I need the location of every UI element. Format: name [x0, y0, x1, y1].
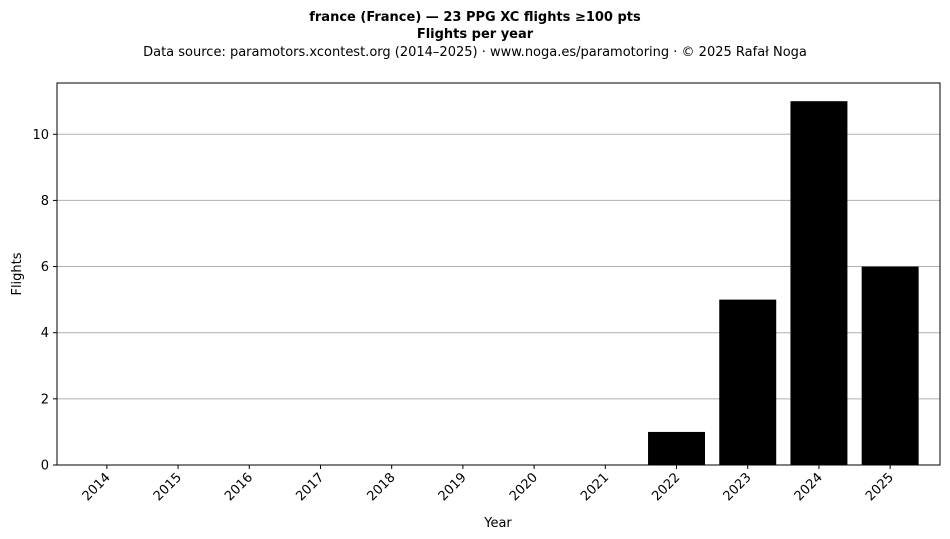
bars [648, 101, 919, 465]
x-tick-label-2024: 2024 [792, 470, 826, 504]
x-tick-label-2015: 2015 [151, 470, 185, 504]
x-tick-label-2022: 2022 [649, 470, 683, 504]
y-tick-label-0: 0 [41, 459, 49, 474]
bar-2023 [719, 299, 777, 465]
x-tick-label-2020: 2020 [507, 470, 541, 504]
x-tick-label-2023: 2023 [721, 470, 755, 504]
y-axis-label: Flights [10, 252, 25, 295]
y-tick-label-8: 8 [41, 194, 49, 209]
x-tick-label-2016: 2016 [222, 470, 256, 504]
chart-title: france (France) — 23 PPG XC flights ≥100… [309, 10, 641, 25]
y-tick-label-10: 10 [32, 128, 49, 143]
y-tick-label-6: 6 [41, 260, 49, 275]
plot-frame [56, 82, 941, 466]
bar-2025 [861, 266, 919, 465]
chart-subtitle: Data source: paramotors.xcontest.org (20… [143, 45, 807, 60]
y-tick-label-4: 4 [41, 326, 49, 341]
x-tick-label-2017: 2017 [293, 470, 327, 504]
x-tick-label-2018: 2018 [365, 470, 399, 504]
bar-2024 [790, 101, 848, 465]
x-tick-label-2021: 2021 [578, 470, 612, 504]
y-axis-ticks: 0 2 4 6 8 10 [32, 128, 57, 474]
x-axis-label: Year [483, 516, 512, 531]
chart-title-line2: Flights per year [417, 27, 534, 42]
x-tick-label-2025: 2025 [863, 470, 897, 504]
x-tick-label-2019: 2019 [436, 470, 470, 504]
bar-2022 [648, 431, 706, 465]
x-axis-ticks: 2014 2015 2016 2017 2018 2019 2020 2021 2022 2023… [80, 465, 897, 504]
y-tick-label-2: 2 [41, 392, 49, 407]
x-tick-label-2014: 2014 [80, 470, 114, 504]
